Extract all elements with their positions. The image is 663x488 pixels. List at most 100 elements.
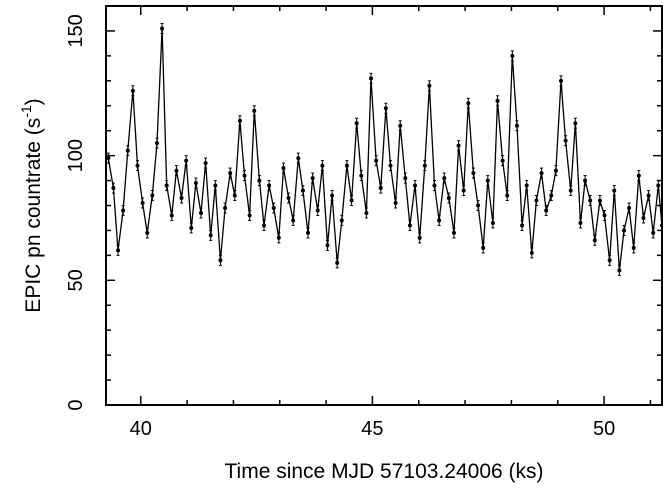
data-point (393, 201, 398, 206)
data-point (471, 171, 476, 176)
data-point (378, 186, 383, 191)
data-point (549, 193, 554, 198)
data-point (553, 168, 558, 173)
data-point (164, 183, 169, 188)
data-point (300, 188, 305, 193)
data-point (461, 188, 466, 193)
data-point (437, 218, 442, 223)
data-point (291, 218, 296, 223)
data-point (456, 143, 461, 148)
data-point (656, 183, 661, 188)
data-point (539, 171, 544, 176)
data-point (388, 163, 393, 168)
data-point (306, 230, 311, 235)
data-point (446, 196, 451, 201)
data-point (189, 225, 194, 230)
data-point (573, 121, 578, 126)
data-point (369, 76, 374, 81)
y-axis-title-main: EPIC pn countrate (s (22, 118, 45, 313)
data-point (267, 183, 272, 188)
error-bars (106, 22, 663, 276)
data-point (354, 121, 359, 126)
data-point (597, 198, 602, 203)
data-point (208, 233, 213, 238)
data-point (179, 196, 184, 201)
data-point (442, 176, 447, 181)
x-axis-title: Time since MJD 57103.24006 (ks) (224, 460, 543, 483)
data-point (398, 123, 403, 128)
data-point (359, 173, 364, 178)
data-point (422, 163, 427, 168)
data-point (213, 183, 218, 188)
data-point (612, 188, 617, 193)
y-tick-label: 100 (65, 139, 87, 172)
data-point (281, 166, 286, 171)
data-points (106, 26, 663, 273)
data-point (135, 163, 140, 168)
data-point (198, 210, 203, 215)
data-point (514, 123, 519, 128)
data-point (193, 181, 198, 186)
data-point (111, 186, 116, 191)
data-point (106, 156, 111, 161)
data-point (257, 178, 262, 183)
data-point (150, 193, 155, 198)
data-point (203, 161, 208, 166)
data-point (271, 205, 276, 210)
data-point (490, 220, 495, 225)
y-tick-label: 0 (65, 399, 87, 410)
y-tick-label: 150 (65, 14, 87, 47)
data-point (237, 118, 242, 123)
data-point (286, 196, 291, 201)
data-point (130, 88, 135, 93)
data-point (261, 223, 266, 228)
data-point (631, 245, 636, 250)
data-point (154, 141, 159, 146)
data-point (485, 178, 490, 183)
y-axis-ticks: 0 50 100 150 (65, 5, 662, 411)
data-point (510, 53, 515, 58)
y-axis-title: EPIC pn countrate (s-1) (18, 98, 45, 312)
data-point (403, 176, 408, 181)
data-point (364, 210, 369, 215)
x-axis-ticks: 40 45 50 (130, 6, 652, 440)
data-point (252, 108, 257, 113)
data-point (374, 158, 379, 163)
data-point (646, 193, 651, 198)
data-point (432, 183, 437, 188)
x-tick-label: 45 (361, 418, 383, 440)
data-point (320, 163, 325, 168)
data-point (520, 223, 525, 228)
data-point (481, 245, 486, 250)
data-point (242, 173, 247, 178)
data-point (335, 260, 340, 265)
data-point (627, 205, 632, 210)
data-point (310, 176, 315, 181)
data-point (184, 158, 189, 163)
data-point (466, 101, 471, 106)
data-point (534, 198, 539, 203)
data-point (325, 243, 330, 248)
data-point (383, 106, 388, 111)
data-point (228, 171, 233, 176)
data-point (140, 201, 145, 206)
data-point (223, 205, 228, 210)
x-tick-label: 50 (593, 418, 615, 440)
x-tick-label: 40 (130, 418, 152, 440)
data-point (247, 213, 252, 218)
data-point (592, 238, 597, 243)
data-point (218, 258, 223, 263)
data-point (145, 230, 150, 235)
data-point (296, 156, 301, 161)
data-point (636, 173, 641, 178)
data-point (622, 228, 627, 233)
y-tick-label: 50 (65, 269, 87, 291)
data-point (641, 215, 646, 220)
data-point (315, 208, 320, 213)
data-point (276, 235, 281, 240)
data-point (413, 183, 418, 188)
data-point (121, 208, 126, 213)
data-point (568, 188, 573, 193)
data-point (174, 168, 179, 173)
